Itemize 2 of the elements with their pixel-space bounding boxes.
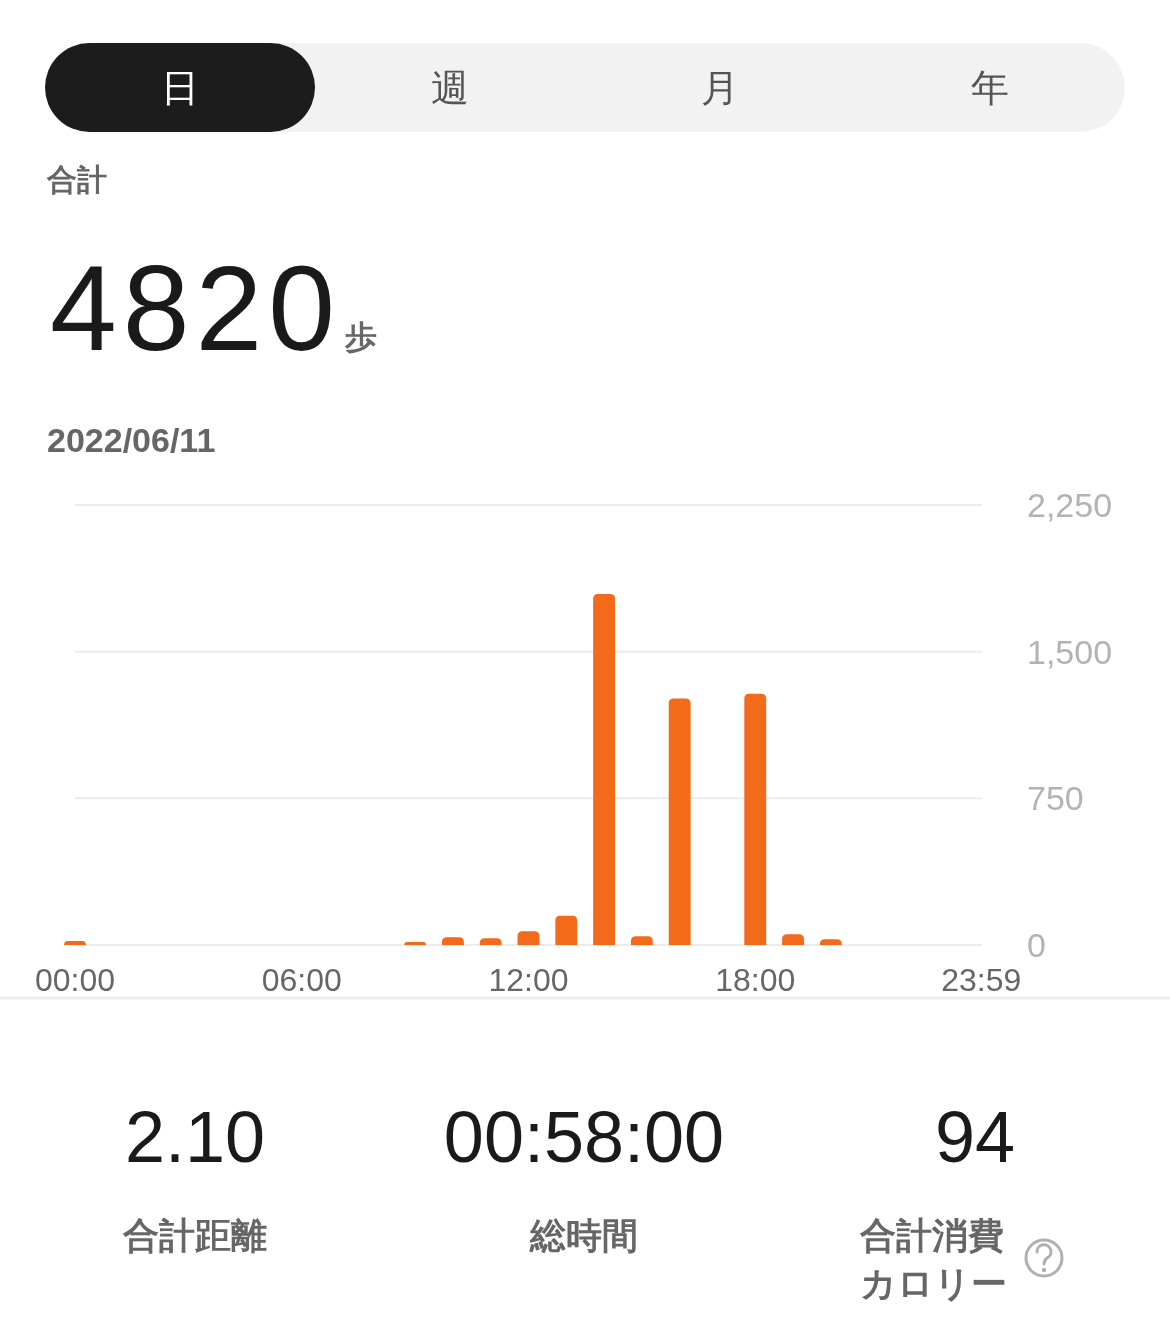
subtitle: 2022/06/11: [47, 421, 216, 459]
title: 合計: [47, 163, 107, 196]
